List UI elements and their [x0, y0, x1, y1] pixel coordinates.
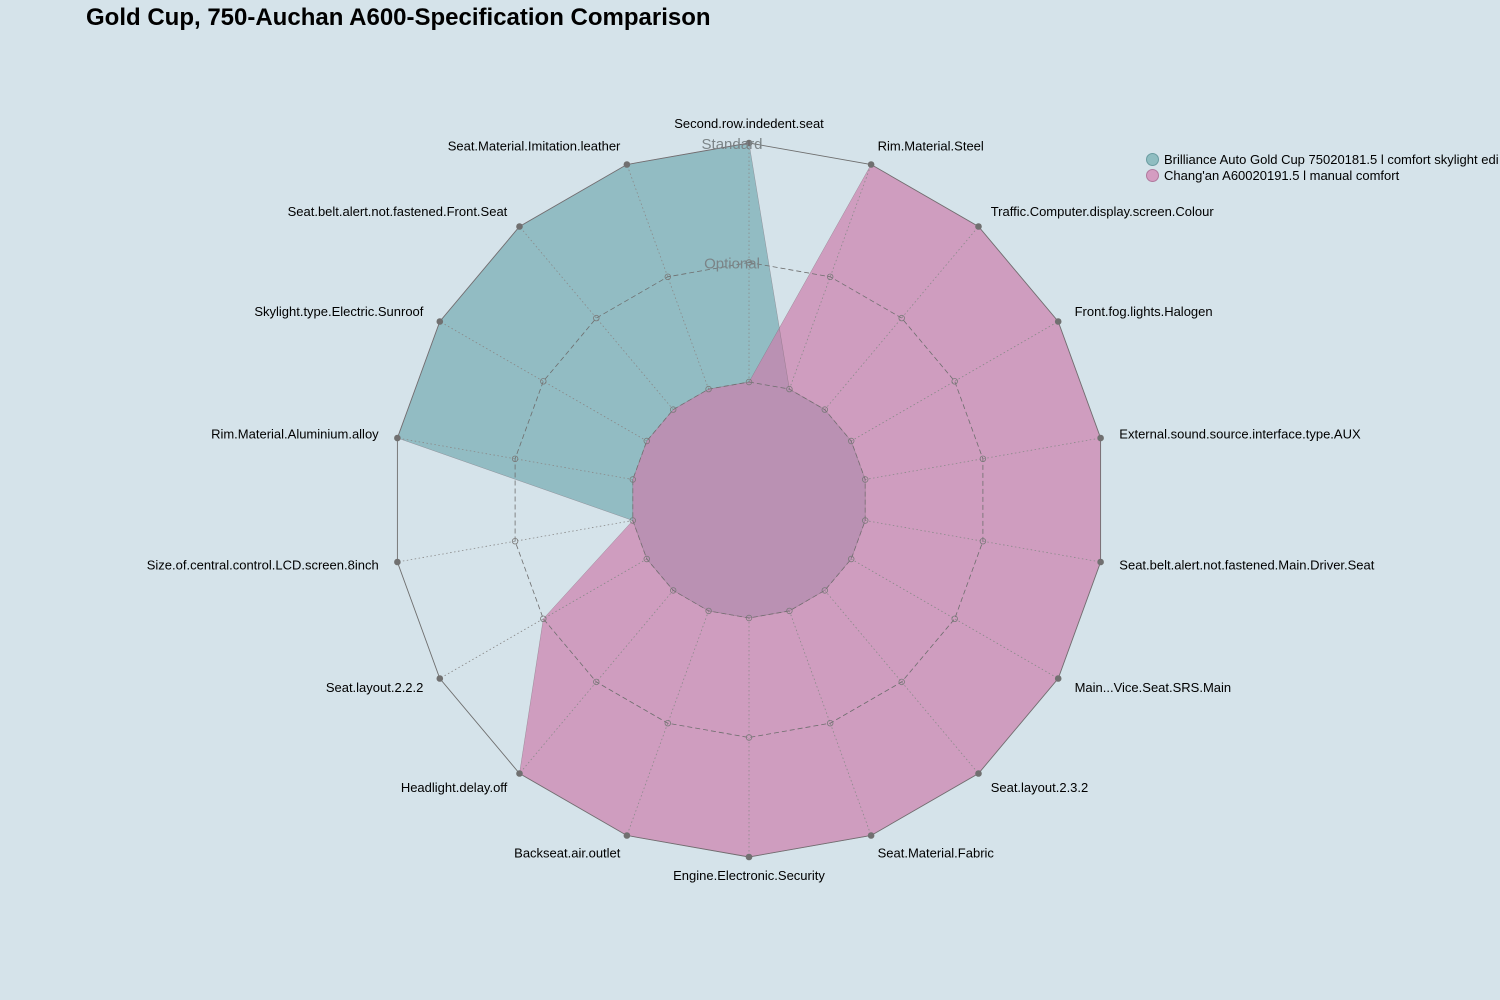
axis-label-7: Main...Vice.Seat.SRS.Main [1075, 680, 1232, 695]
axis-label-15: Rim.Material.Aluminium.alloy [211, 427, 379, 442]
grid-vertex-1-13 [643, 555, 650, 563]
series-area-2 [519, 164, 1101, 857]
axis-label-2: Rim.Material.Steel [878, 139, 984, 154]
grid-vertex-2-4 [951, 378, 958, 385]
grid-vertex-2-6 [979, 538, 987, 545]
grid-vertex-1-17 [670, 406, 677, 413]
axis-label-14: Size.of.central.control.LCD.screen.8inch [147, 557, 379, 572]
legend-swatch-series-2 [1146, 168, 1159, 182]
axis-label-3: Traffic.Computer.display.screen.Colour [991, 204, 1215, 219]
axis-label-10: Engine.Electronic.Security [673, 868, 825, 883]
axis-label-6: Seat.belt.alert.not.fastened.Main.Driver… [1119, 557, 1374, 572]
grid-vertex-1-10 [745, 614, 753, 622]
legend-label-series-2: Chang'an A60020191.5 l manual comfort [1164, 167, 1400, 183]
axis-label-5: External.sound.source.interface.type.AUX [1119, 427, 1361, 442]
grid-vertex-1-4 [848, 437, 855, 445]
grid-vertex-2-12 [593, 678, 600, 686]
axis-label-12: Headlight.delay.off [401, 780, 508, 795]
grid-vertex-1-18 [705, 385, 712, 393]
chart-title: Gold Cup, 750-Auchan A600-Specification … [86, 4, 711, 31]
grid-vertex-2-9 [827, 720, 834, 727]
grid-vertex-2-7 [951, 615, 958, 622]
grid-vertex-1-7 [848, 555, 855, 563]
grid-vertex-2-5 [979, 455, 987, 462]
axis-label-4: Front.fog.lights.Halogen [1075, 304, 1213, 319]
grid-vertex-2-15 [511, 455, 519, 462]
legend-label-series-1: Brilliance Auto Gold Cup 75020181.5 l co… [1164, 151, 1499, 167]
grid-vertex-2-18 [664, 273, 671, 280]
grid-vertex-1-3 [821, 406, 828, 413]
axis-label-16: Skylight.type.Electric.Sunroof [254, 304, 423, 319]
axis-label-18: Seat.Material.Imitation.leather [448, 139, 621, 154]
axis-label-17: Seat.belt.alert.not.fastened.Front.Seat [288, 204, 508, 219]
grid-vertex-2-17 [593, 314, 600, 322]
series-outline-1 [397, 142, 866, 619]
grid-vertex-2-8 [898, 678, 905, 686]
axis-label-9: Seat.Material.Fabric [878, 845, 995, 860]
series-outline-2 [519, 164, 1101, 858]
grid-vertex-1-11 [705, 607, 712, 615]
grid-vertex-2-1 [745, 259, 753, 266]
grid-vertex-2-10 [745, 734, 753, 741]
axis-label-1: Second.row.indedent.seat [674, 116, 824, 131]
grid-vertex-2-11 [664, 720, 671, 727]
legend: Brilliance Auto Gold Cup 75020181.5 l co… [1146, 151, 1499, 183]
grid-vertex-2-13 [540, 615, 547, 622]
grid-vertex-3-14 [394, 558, 401, 566]
legend-item-series-1: Brilliance Auto Gold Cup 75020181.5 l co… [1146, 151, 1499, 167]
axis-label-8: Seat.layout.2.3.2 [991, 780, 1089, 795]
grid-vertex-1-16 [643, 437, 650, 445]
grid-vertex-2-2 [827, 273, 834, 280]
axis-label-11: Backseat.air.outlet [514, 845, 621, 860]
grid-vertex-1-1 [745, 378, 753, 386]
legend-item-series-2: Chang'an A60020191.5 l manual comfort [1146, 167, 1499, 183]
grid-vertex-2-16 [540, 378, 547, 385]
level-label-2: Optional [704, 256, 760, 273]
grid-vertex-1-9 [786, 607, 793, 615]
level-label-3: Standard [702, 136, 763, 153]
grid-vertex-3-13 [436, 675, 444, 682]
grid-vertex-1-8 [821, 587, 828, 594]
grid-vertex-1-2 [786, 385, 793, 393]
grid-vertex-2-3 [898, 314, 905, 322]
axis-label-13: Seat.layout.2.2.2 [326, 680, 424, 695]
grid-vertex-1-12 [670, 587, 677, 594]
legend-swatch-series-1 [1146, 152, 1159, 166]
grid-vertex-2-14 [511, 538, 519, 545]
